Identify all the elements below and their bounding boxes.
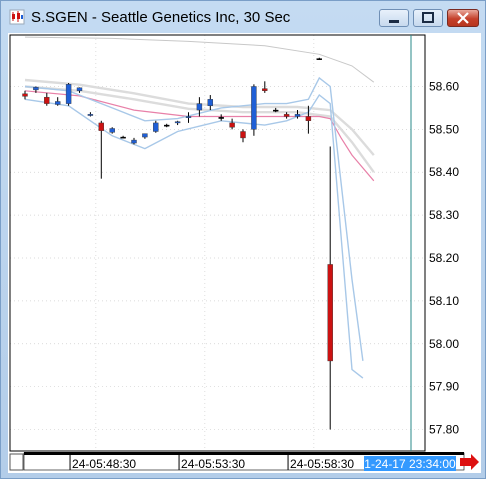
candle-body: [218, 117, 224, 119]
y-tick-label: 57.80: [429, 423, 459, 437]
candle: [33, 86, 39, 93]
candle-body: [44, 96, 50, 104]
candle-body: [76, 87, 83, 91]
candle: [305, 105, 312, 134]
candle: [120, 135, 126, 139]
candle-body: [22, 93, 28, 97]
x-tick-label: 24-05:48:30: [72, 457, 136, 471]
candle: [65, 83, 72, 106]
y-tick-label: 57.90: [429, 380, 459, 394]
candle-body: [142, 133, 148, 138]
candle-body: [174, 121, 181, 124]
candle: [273, 107, 279, 113]
x-axis-top-band: [24, 452, 464, 455]
y-tick-label: 58.30: [429, 208, 459, 222]
candle: [185, 112, 192, 123]
y-tick-label: 58.60: [429, 79, 459, 93]
plot-frame: [9, 34, 426, 452]
current-time-label-bg: [364, 456, 456, 471]
minimize-icon: [389, 20, 399, 23]
maximize-icon: [422, 12, 434, 23]
chart-area[interactable]: 58.60 58.50 58.40 58.30 58.20 58.10 58.00 57.90…: [8, 33, 481, 473]
title-bar[interactable]: S.SGEN - Seattle Genetics Inc, 30 Sec: [1, 1, 487, 33]
candlestick-chart[interactable]: 58.60 58.50 58.40 58.30 58.20 58.10 58.00 57.90…: [8, 33, 481, 473]
candle-body: [294, 114, 301, 117]
y-tick-label: 58.40: [429, 165, 459, 179]
candle: [44, 92, 50, 106]
candle: [76, 87, 83, 93]
candle-body: [185, 116, 192, 118]
ma-top-line: [24, 36, 375, 83]
candle: [163, 123, 170, 128]
candlestick-app-icon: [9, 9, 25, 25]
candle: [174, 120, 181, 126]
y-tick-label: 58.50: [429, 122, 459, 136]
candle-body: [305, 116, 312, 121]
plot-background: [8, 33, 481, 473]
candle-body: [87, 114, 94, 116]
scroll-right-arrow-icon[interactable]: [460, 454, 479, 470]
candle: [131, 137, 137, 145]
candle: [251, 84, 257, 136]
y-tick-label: 58.00: [429, 337, 459, 351]
candle-body: [327, 264, 333, 362]
current-time-label: 1-24-17 23:34:00: [364, 457, 456, 471]
candle-body: [55, 101, 61, 105]
candle: [240, 129, 246, 143]
close-button[interactable]: [447, 9, 479, 27]
candle: [283, 112, 290, 119]
candle: [153, 120, 159, 133]
candle-body: [131, 139, 137, 144]
candle-body: [262, 88, 268, 91]
candle: [22, 90, 28, 100]
bollinger-lower-line: [24, 93, 364, 379]
bollinger-upper-line: [24, 76, 364, 361]
candle-body: [316, 58, 322, 60]
candle: [87, 112, 94, 117]
candle: [294, 110, 301, 119]
candle-body: [196, 103, 203, 111]
candle-body: [207, 99, 214, 106]
candle: [98, 120, 105, 179]
scroll-left-box[interactable]: [9, 453, 24, 471]
candle-body: [65, 84, 72, 104]
candle: [327, 146, 333, 430]
x-tick-label: 24-05:53:30: [181, 457, 245, 471]
candle-body: [251, 86, 257, 130]
candle: [55, 97, 61, 106]
candle-body: [98, 122, 105, 131]
candle-body: [120, 136, 126, 139]
candle: [109, 127, 115, 134]
candle-body: [153, 122, 159, 132]
window-title: S.SGEN - Seattle Genetics Inc, 30 Sec: [31, 9, 291, 26]
candle: [218, 114, 224, 121]
candle-body: [240, 131, 246, 139]
minimize-button[interactable]: [379, 9, 409, 27]
candle-body: [163, 124, 170, 127]
x-tick-label: 24-05:58:30: [290, 457, 354, 471]
close-icon: [457, 12, 469, 24]
maximize-button[interactable]: [413, 9, 443, 27]
y-tick-label: 58.20: [429, 251, 459, 265]
candle: [229, 118, 235, 130]
candle: [196, 97, 203, 117]
ma-slow-line-2: [24, 78, 375, 156]
ma-slow-line: [24, 85, 375, 173]
candle-body: [229, 122, 235, 128]
candle: [142, 133, 148, 139]
candle-body: [109, 128, 115, 133]
candle-body: [273, 109, 279, 112]
candle-body: [33, 87, 39, 91]
candle: [207, 95, 214, 111]
candle-body: [283, 114, 290, 117]
candle: [262, 81, 268, 93]
y-tick-label: 58.10: [429, 294, 459, 308]
candle: [316, 57, 322, 60]
